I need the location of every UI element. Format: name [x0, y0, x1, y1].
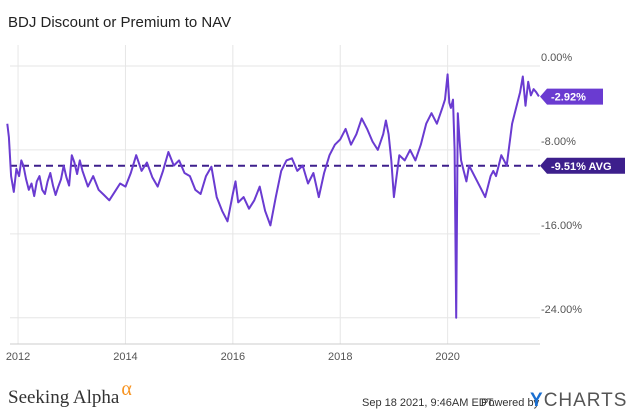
badges: -2.92% -9.51% AVG [540, 88, 625, 174]
y-tick-label: -16.00% [541, 220, 582, 232]
ycharts-logo[interactable]: YCHARTS [530, 390, 627, 412]
x-tick-label: 2016 [221, 351, 245, 363]
x-tick-label: 2014 [113, 351, 137, 363]
x-tick-label: 2020 [435, 351, 459, 363]
timestamp: Sep 18 2021, 9:46AM EDT. [362, 397, 496, 409]
x-tick-label: 2018 [328, 351, 352, 363]
y-tick-label: -24.00% [541, 304, 582, 316]
axes: 0.00% -8.00% -16.00% -24.00% 2012 2014 2016 201… [6, 52, 582, 363]
last-value-badge [540, 88, 603, 105]
grid [10, 45, 540, 344]
last-value-label: -2.92% [551, 92, 586, 104]
brand-name: Seeking Alpha [8, 387, 120, 408]
average-label: -9.51% AVG [551, 161, 612, 173]
series-layer [6, 73, 540, 319]
average-badge [540, 157, 625, 174]
y-tick-label: 0.00% [541, 52, 572, 64]
ycharts-logo-text: CHARTS [543, 390, 628, 411]
seeking-alpha-logo[interactable]: Seeking Alpha α [8, 378, 132, 409]
chart-title: BDJ Discount or Premium to NAV [8, 14, 232, 31]
powered-by-label: Powered by [481, 397, 540, 409]
alpha-icon: α [121, 378, 132, 400]
nav-discount-line [6, 73, 540, 319]
x-tick-label: 2012 [6, 351, 30, 363]
ycharts-y-icon: Y [530, 390, 544, 411]
y-tick-label: -8.00% [541, 136, 576, 148]
